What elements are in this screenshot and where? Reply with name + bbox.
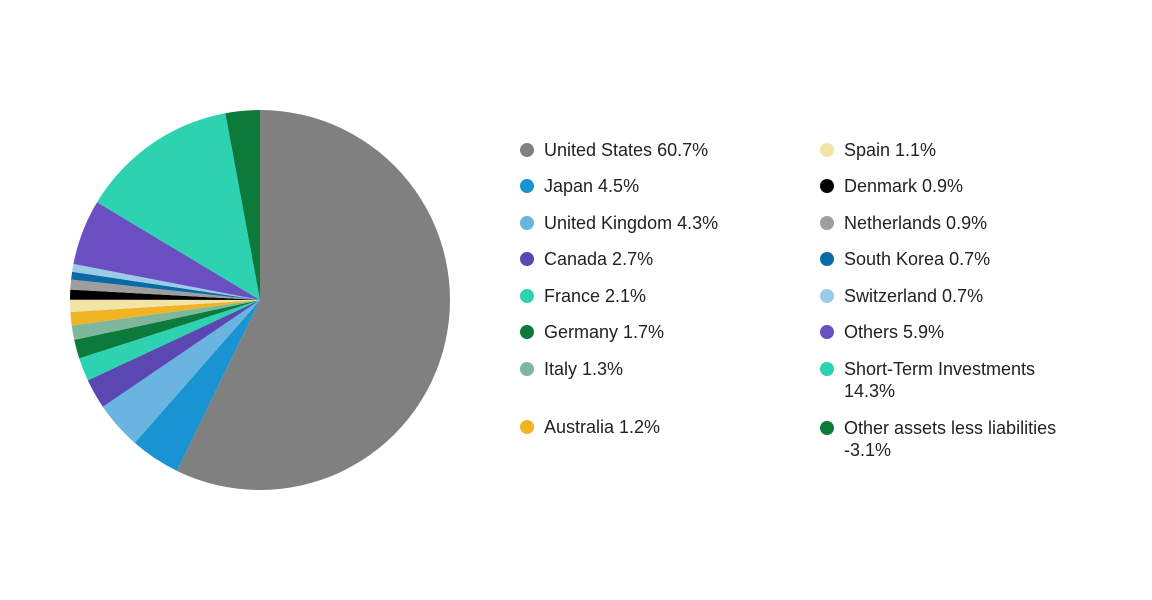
legend-swatch <box>520 289 534 303</box>
legend-label: South Korea 0.7% <box>844 248 1080 271</box>
legend-label: Italy 1.3% <box>544 358 780 381</box>
legend-label: United States 60.7% <box>544 139 780 162</box>
legend-swatch <box>520 143 534 157</box>
legend-label: France 2.1% <box>544 285 780 308</box>
legend-label: Germany 1.7% <box>544 321 780 344</box>
legend-item: Other assets less liabilities -3.1% <box>820 417 1080 462</box>
pie-chart <box>0 40 520 560</box>
legend-item: Japan 4.5% <box>520 175 780 198</box>
legend-swatch <box>820 362 834 376</box>
legend-item: Short-Term Investments 14.3% <box>820 358 1080 403</box>
legend-spacer <box>520 394 780 402</box>
legend-label: Japan 4.5% <box>544 175 780 198</box>
legend-swatch <box>520 362 534 376</box>
legend-item: Others 5.9% <box>820 321 1080 344</box>
pie-chart-wrap <box>0 40 520 560</box>
legend-item: United States 60.7% <box>520 139 780 162</box>
legend-col-1: United States 60.7% Japan 4.5% United King… <box>520 139 780 462</box>
legend-item: Australia 1.2% <box>520 416 780 439</box>
legend-columns: United States 60.7% Japan 4.5% United King… <box>520 139 1112 462</box>
legend-item: Switzerland 0.7% <box>820 285 1080 308</box>
legend-swatch <box>520 420 534 434</box>
legend-swatch <box>820 216 834 230</box>
legend-swatch <box>820 421 834 435</box>
legend-item: Italy 1.3% <box>520 358 780 381</box>
legend-label: Canada 2.7% <box>544 248 780 271</box>
legend: United States 60.7% Japan 4.5% United King… <box>520 139 1152 462</box>
legend-label: Australia 1.2% <box>544 416 780 439</box>
legend-item: Netherlands 0.9% <box>820 212 1080 235</box>
legend-col-2: Spain 1.1% Denmark 0.9% Netherlands 0.9% So… <box>820 139 1080 462</box>
legend-label: Short-Term Investments 14.3% <box>844 358 1080 403</box>
legend-item: Canada 2.7% <box>520 248 780 271</box>
legend-label: Others 5.9% <box>844 321 1080 344</box>
legend-swatch <box>520 325 534 339</box>
legend-swatch <box>820 179 834 193</box>
legend-item: Germany 1.7% <box>520 321 780 344</box>
legend-item: France 2.1% <box>520 285 780 308</box>
legend-swatch <box>820 325 834 339</box>
legend-swatch <box>820 143 834 157</box>
legend-label: United Kingdom 4.3% <box>544 212 780 235</box>
legend-swatch <box>520 216 534 230</box>
legend-label: Switzerland 0.7% <box>844 285 1080 308</box>
legend-label: Other assets less liabilities -3.1% <box>844 417 1080 462</box>
legend-swatch <box>820 289 834 303</box>
legend-swatch <box>820 252 834 266</box>
legend-item: Spain 1.1% <box>820 139 1080 162</box>
legend-item: South Korea 0.7% <box>820 248 1080 271</box>
legend-label: Netherlands 0.9% <box>844 212 1080 235</box>
legend-swatch <box>520 252 534 266</box>
legend-item: Denmark 0.9% <box>820 175 1080 198</box>
legend-label: Denmark 0.9% <box>844 175 1080 198</box>
chart-container: United States 60.7% Japan 4.5% United King… <box>0 0 1152 600</box>
legend-item: United Kingdom 4.3% <box>520 212 780 235</box>
legend-label: Spain 1.1% <box>844 139 1080 162</box>
legend-swatch <box>520 179 534 193</box>
